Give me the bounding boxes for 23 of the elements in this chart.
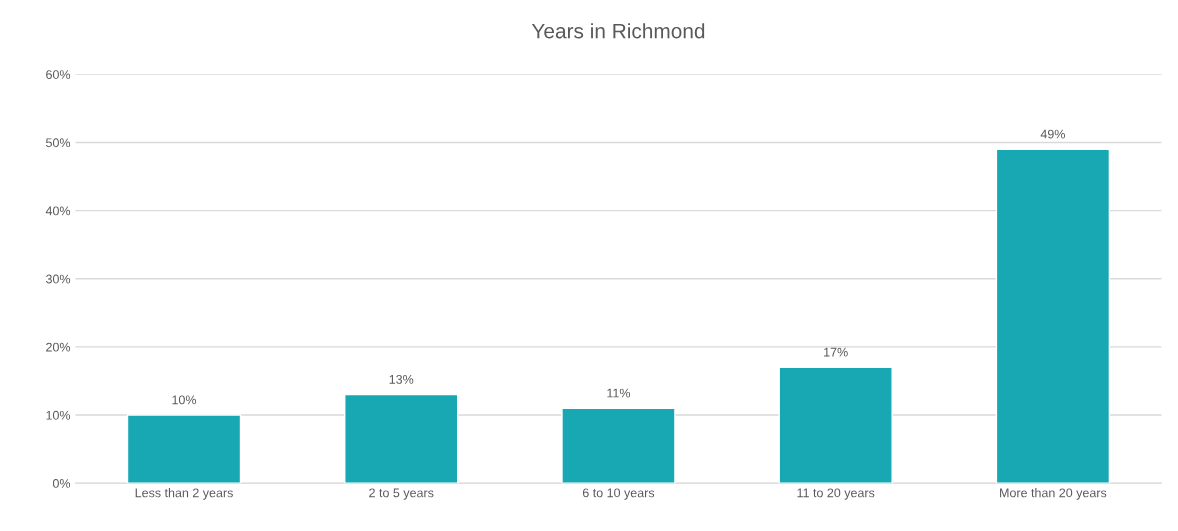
- data-label: 49%: [1040, 129, 1065, 139]
- bar: [126, 414, 242, 484]
- x-tick-label: 11 to 20 years: [797, 488, 875, 500]
- data-label: 17%: [824, 347, 848, 357]
- y-tick-label: 60%: [46, 70, 71, 79]
- data-label: 10%: [172, 395, 197, 405]
- y-tick-label: 50%: [46, 138, 71, 148]
- x-tick-label: Less than 2 years: [135, 488, 233, 500]
- data-label: 11%: [607, 388, 631, 398]
- y-tick-label: 40%: [45, 206, 71, 216]
- bar: [778, 366, 893, 484]
- y-tick-label: 10%: [46, 410, 71, 420]
- data-label: 13%: [389, 374, 414, 384]
- y-tick-label: 20%: [46, 342, 71, 352]
- y-tick-label: 0%: [52, 479, 71, 488]
- x-tick-label: 2 to 5 years: [369, 488, 434, 500]
- chart-title: Years in Richmond: [531, 23, 705, 39]
- x-tick-label: 6 to 10 years: [582, 488, 655, 500]
- bar: [344, 393, 459, 484]
- y-tick-label: 30%: [45, 274, 71, 284]
- bar: [995, 148, 1111, 484]
- x-tick-label: More than 20 years: [1000, 488, 1107, 500]
- bar: [561, 407, 676, 484]
